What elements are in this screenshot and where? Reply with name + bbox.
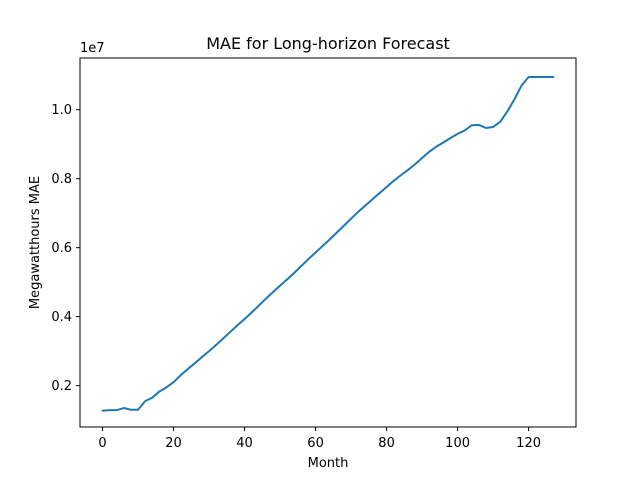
x-tick-label: 120 — [516, 436, 541, 451]
y-tick-label: 0.2 — [51, 379, 72, 394]
x-tick-label: 20 — [165, 436, 182, 451]
y-offset-label: 1e7 — [80, 41, 105, 56]
x-tick-label: 0 — [98, 436, 106, 451]
y-tick-label: 0.6 — [51, 241, 72, 256]
x-tick-label: 80 — [378, 436, 395, 451]
x-tick-label: 100 — [445, 436, 470, 451]
x-axis-ticks: 0 20 40 60 80 100 120 — [98, 427, 541, 451]
axes-frame — [79, 57, 577, 428]
x-tick-label: 60 — [307, 436, 324, 451]
y-tick-label: 0.4 — [51, 310, 72, 325]
y-axis-label: Megawatthours MAE — [28, 176, 43, 309]
chart-title: MAE for Long-horizon Forecast — [206, 34, 450, 53]
series-line — [101, 75, 555, 412]
y-axis-ticks: 0.2 0.4 0.6 0.8 1.0 — [51, 103, 80, 394]
y-tick-label: 1.0 — [51, 103, 72, 118]
y-tick-label: 0.8 — [51, 172, 72, 187]
x-axis-label: Month — [308, 456, 349, 471]
x-tick-label: 40 — [236, 436, 253, 451]
